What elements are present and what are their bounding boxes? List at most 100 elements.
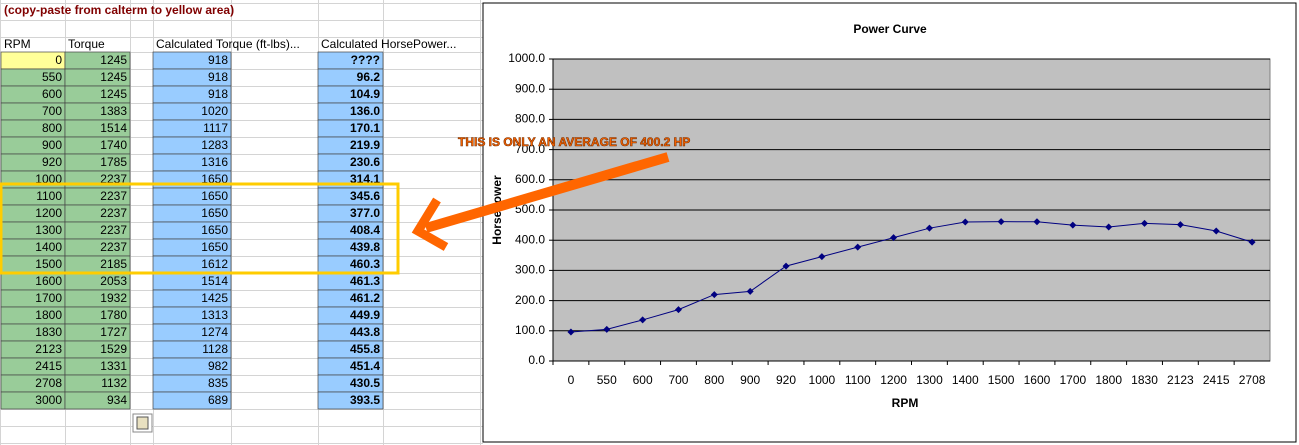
cell-value: 1274 (201, 325, 228, 339)
data-point (1248, 238, 1256, 246)
cell-value: 1727 (100, 325, 127, 339)
x-axis-label: RPM (892, 396, 919, 410)
x-tick-label: 1300 (916, 373, 943, 387)
cell-value: 96.2 (357, 70, 381, 84)
cell-value: 1200 (35, 206, 62, 220)
sheet-note: (copy-paste from calterm to yellow area) (4, 3, 234, 17)
cell-value: 1830 (35, 325, 62, 339)
cell-value: 1313 (201, 308, 228, 322)
cell-value: 104.9 (350, 87, 380, 101)
cell (64, 391, 131, 410)
cell-value: 600 (42, 87, 62, 101)
cell-value: 2237 (100, 189, 127, 203)
cell-value: 918 (208, 70, 228, 84)
x-tick-label: 550 (597, 373, 617, 387)
data-point (854, 243, 862, 251)
cell-value: 439.8 (350, 240, 380, 254)
cell-value: 1100 (36, 189, 62, 203)
y-tick-label: 1000.0 (508, 51, 545, 65)
data-point (782, 262, 790, 270)
y-tick-label: 800.0 (515, 112, 545, 126)
y-tick-label: 400.0 (515, 232, 545, 246)
cell-value: 2237 (100, 223, 127, 237)
x-tick-label: 1500 (988, 373, 1015, 387)
cell-value: 2053 (100, 274, 127, 288)
x-tick-label: 1700 (1059, 373, 1086, 387)
cell-value: 835 (208, 376, 228, 390)
cell-value: 461.3 (350, 274, 380, 288)
cell-value: 550 (42, 70, 62, 84)
x-tick-label: 920 (776, 373, 796, 387)
cell-value: 451.4 (350, 359, 380, 373)
cell-value: 170.1 (350, 121, 380, 135)
cell-value: 920 (42, 155, 62, 169)
cell-value: 460.3 (350, 257, 380, 271)
cell-value: 2237 (100, 240, 127, 254)
data-point (1069, 221, 1077, 229)
cell-value: 918 (208, 53, 228, 67)
x-tick-label: 1800 (1095, 373, 1122, 387)
annotation: THIS IS ONLY AN AVERAGE OF 400.2 HP (458, 135, 690, 149)
cell-value: 1700 (35, 291, 62, 305)
cell-value: 455.8 (350, 342, 380, 356)
data-point (818, 253, 826, 261)
data-point (603, 325, 611, 333)
data-point (997, 218, 1005, 226)
cell-value: 1514 (201, 274, 228, 288)
cell-value: 1932 (100, 291, 127, 305)
column-header: Calculated Torque (ft-lbs)... (156, 37, 300, 51)
data-point (674, 306, 682, 314)
cell-value: 393.5 (350, 393, 380, 407)
y-tick-label: 0.0 (528, 353, 545, 367)
data-point (1033, 218, 1041, 226)
cell-value: 1780 (100, 308, 127, 322)
y-tick-label: 900.0 (515, 81, 545, 95)
data-point (1176, 221, 1184, 229)
y-tick-label: 200.0 (515, 293, 545, 307)
x-tick-label: 1100 (845, 373, 871, 387)
x-tick-label: 1000 (809, 373, 836, 387)
cell-value: 800 (42, 121, 62, 135)
x-tick-label: 1200 (880, 373, 907, 387)
paste-icon[interactable] (132, 413, 153, 433)
highlight-box (0, 182, 400, 275)
cell-value: 3000 (35, 393, 62, 407)
cell-value: 934 (107, 393, 127, 407)
y-tick-label: 500.0 (515, 202, 545, 216)
cell-value: 1020 (201, 104, 228, 118)
cell-value: 345.6 (350, 189, 380, 203)
cell (317, 391, 384, 410)
x-tick-label: 600 (633, 373, 653, 387)
x-tick-label: 2123 (1167, 373, 1194, 387)
cell-value: 1650 (201, 206, 228, 220)
cell-value: 1245 (100, 70, 127, 84)
cell-value: 1425 (201, 291, 228, 305)
y-tick-label: 600.0 (515, 172, 545, 186)
cell-value: 443.8 (350, 325, 380, 339)
x-tick-label: 1400 (952, 373, 979, 387)
cell-value: 689 (208, 393, 228, 407)
cell-value: 1283 (201, 138, 228, 152)
line-series (570, 221, 1253, 333)
cell-value: 2237 (100, 206, 127, 220)
cell-value: 1800 (35, 308, 62, 322)
cell-value: 1650 (201, 223, 228, 237)
cell-value: 430.5 (350, 376, 380, 390)
paste-icon-board[interactable] (136, 416, 149, 430)
cell-value: 461.2 (350, 291, 380, 305)
cell-value: 377.0 (350, 206, 380, 220)
cell-value: 1400 (35, 240, 62, 254)
cell-value: 219.9 (350, 138, 380, 152)
cell-value: 1128 (202, 342, 228, 356)
cell-value: 1383 (100, 104, 127, 118)
chart-title: Power Curve (853, 22, 927, 36)
cell-value: 449.9 (350, 308, 380, 322)
x-tick-label: 2415 (1203, 373, 1230, 387)
cell-value: 1132 (101, 376, 127, 390)
data-point (746, 287, 754, 295)
cell-value: 136.0 (350, 104, 380, 118)
cell-value: 1740 (100, 138, 127, 152)
x-tick-label: 800 (704, 373, 724, 387)
cell-value: 1650 (201, 189, 228, 203)
